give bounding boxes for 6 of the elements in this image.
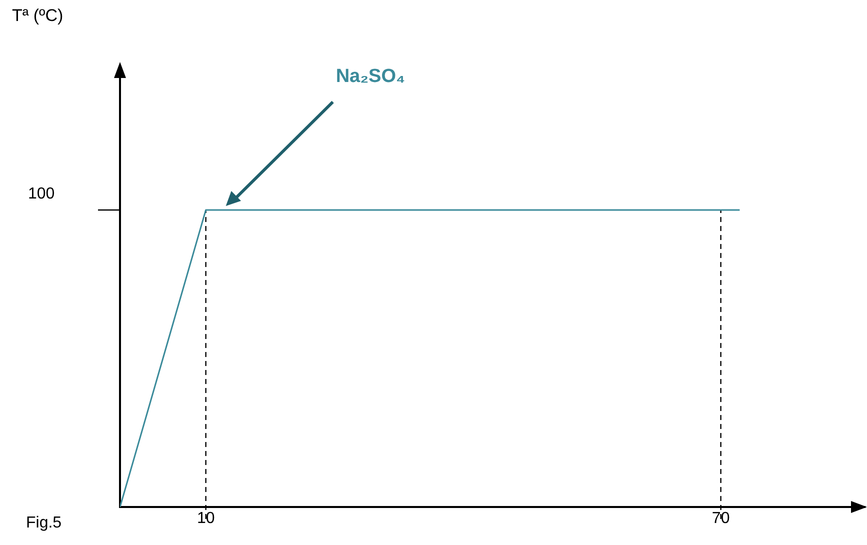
text: Tª (ºC) — [12, 6, 64, 26]
x-tick-label: 10 — [196, 510, 215, 528]
text: 100 — [28, 185, 55, 202]
caption: Fig.5 — [26, 514, 62, 532]
text: Na₂SO₄ — [336, 66, 406, 87]
x-tick-label: 70 — [712, 510, 730, 528]
